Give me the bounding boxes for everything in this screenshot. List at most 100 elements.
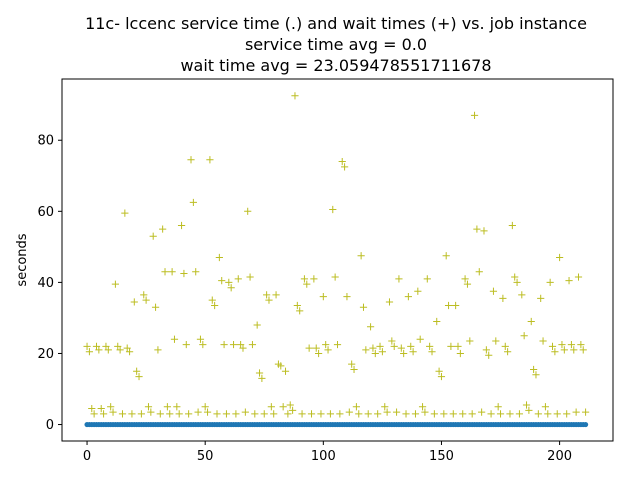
wait-time-point: [166, 410, 174, 418]
wait-time-point: [541, 403, 550, 411]
wait-time-point: [447, 342, 455, 350]
wait-time-point: [369, 344, 377, 352]
wait-time-point: [109, 408, 117, 416]
wait-time-point: [203, 408, 212, 416]
wait-time-point: [213, 410, 221, 418]
wait-time-point: [560, 346, 568, 354]
wait-time-point: [577, 340, 585, 349]
wait-time-point: [416, 335, 424, 343]
wait-time-point: [574, 273, 583, 281]
wait-time-point: [90, 410, 98, 418]
x-tick-label: 200: [547, 449, 572, 464]
wait-time-point: [142, 296, 150, 304]
wait-time-point: [430, 410, 438, 418]
wait-time-point: [376, 342, 384, 350]
wait-time-point: [298, 410, 306, 418]
wait-time-point: [333, 340, 342, 349]
wait-time-point: [180, 269, 188, 278]
x-tick-label: 50: [197, 449, 214, 464]
wait-time-point: [539, 337, 547, 345]
wait-time-point: [556, 253, 564, 262]
wait-time-point: [326, 410, 335, 418]
wait-time-point: [390, 342, 398, 350]
wait-time-point: [522, 401, 531, 409]
wait-time-point: [116, 346, 124, 354]
wait-time-point: [371, 349, 379, 358]
wait-time-point: [111, 280, 119, 288]
wait-time-point: [546, 278, 554, 286]
wait-time-point: [293, 301, 301, 310]
wait-time-point: [128, 410, 136, 418]
wait-time-point: [279, 403, 287, 411]
wait-time-point: [324, 346, 332, 354]
wait-time-point: [378, 348, 386, 356]
wait-time-point: [182, 340, 190, 349]
wait-time-point: [206, 156, 214, 164]
wait-time-point: [151, 303, 160, 311]
wait-time-point: [187, 156, 195, 164]
wait-time-point: [364, 410, 372, 418]
wait-time-point: [581, 408, 590, 416]
wait-time-point: [154, 346, 162, 354]
wait-time-point: [246, 273, 254, 281]
wait-time-point: [563, 410, 571, 418]
wait-time-point: [558, 340, 566, 349]
wait-time-point: [296, 307, 304, 315]
wait-time-point: [482, 346, 490, 354]
wait-time-point: [499, 294, 507, 302]
wait-time-point: [494, 403, 502, 411]
wait-time-point: [478, 408, 486, 416]
wait-time-point: [525, 406, 533, 414]
wait-time-point: [338, 157, 346, 166]
wait-time-point: [140, 291, 148, 299]
wait-time-point: [232, 410, 240, 418]
plot-area: [83, 92, 590, 428]
wait-time-point: [392, 408, 401, 416]
wait-time-point: [220, 340, 228, 349]
wait-time-point: [492, 337, 500, 345]
wait-time-point: [255, 369, 264, 377]
wait-time-point: [225, 278, 233, 286]
chart-title-line-3: wait time avg = 23.059478551711678: [180, 56, 491, 75]
wait-time-point: [227, 284, 235, 292]
wait-time-point: [322, 340, 330, 349]
y-axis-label: seconds: [15, 233, 30, 286]
wait-time-point: [411, 410, 420, 418]
wait-time-point: [489, 287, 498, 295]
wait-time-point: [355, 410, 363, 418]
wait-time-point: [407, 342, 415, 350]
axis-ticks: 0 50 100 150 200 0 20 40 60 80: [37, 134, 572, 464]
wait-time-point: [234, 275, 242, 283]
wait-time-point: [88, 404, 96, 413]
wait-time-point: [385, 298, 394, 306]
wait-time-point: [161, 268, 169, 276]
wait-time-point: [444, 301, 453, 310]
wait-time-point: [362, 346, 370, 354]
wait-time-point: [454, 342, 462, 350]
wait-time-point: [277, 362, 285, 370]
wait-time-point: [144, 403, 153, 411]
wait-time-point: [520, 332, 528, 340]
wait-time-point: [307, 410, 316, 418]
wait-time-point: [284, 410, 292, 418]
wait-time-point: [544, 410, 552, 418]
wait-time-point: [402, 410, 410, 418]
wait-time-point: [397, 344, 405, 352]
wait-time-point: [331, 273, 339, 281]
wait-time-point: [470, 111, 479, 119]
wait-time-point: [435, 367, 443, 375]
wait-time-point: [485, 351, 493, 359]
wait-time-point: [149, 232, 157, 240]
wait-time-point: [185, 410, 193, 418]
plot-frame: [61, 78, 614, 442]
wait-time-point: [196, 335, 205, 343]
wait-time-point: [404, 293, 412, 301]
wait-time-point: [437, 372, 446, 381]
wait-time-point: [506, 410, 514, 418]
wait-time-point: [400, 349, 408, 358]
wait-time-point: [418, 403, 427, 411]
wait-time-point: [272, 291, 280, 299]
wait-time-point: [336, 410, 344, 418]
wait-time-point: [315, 349, 323, 358]
